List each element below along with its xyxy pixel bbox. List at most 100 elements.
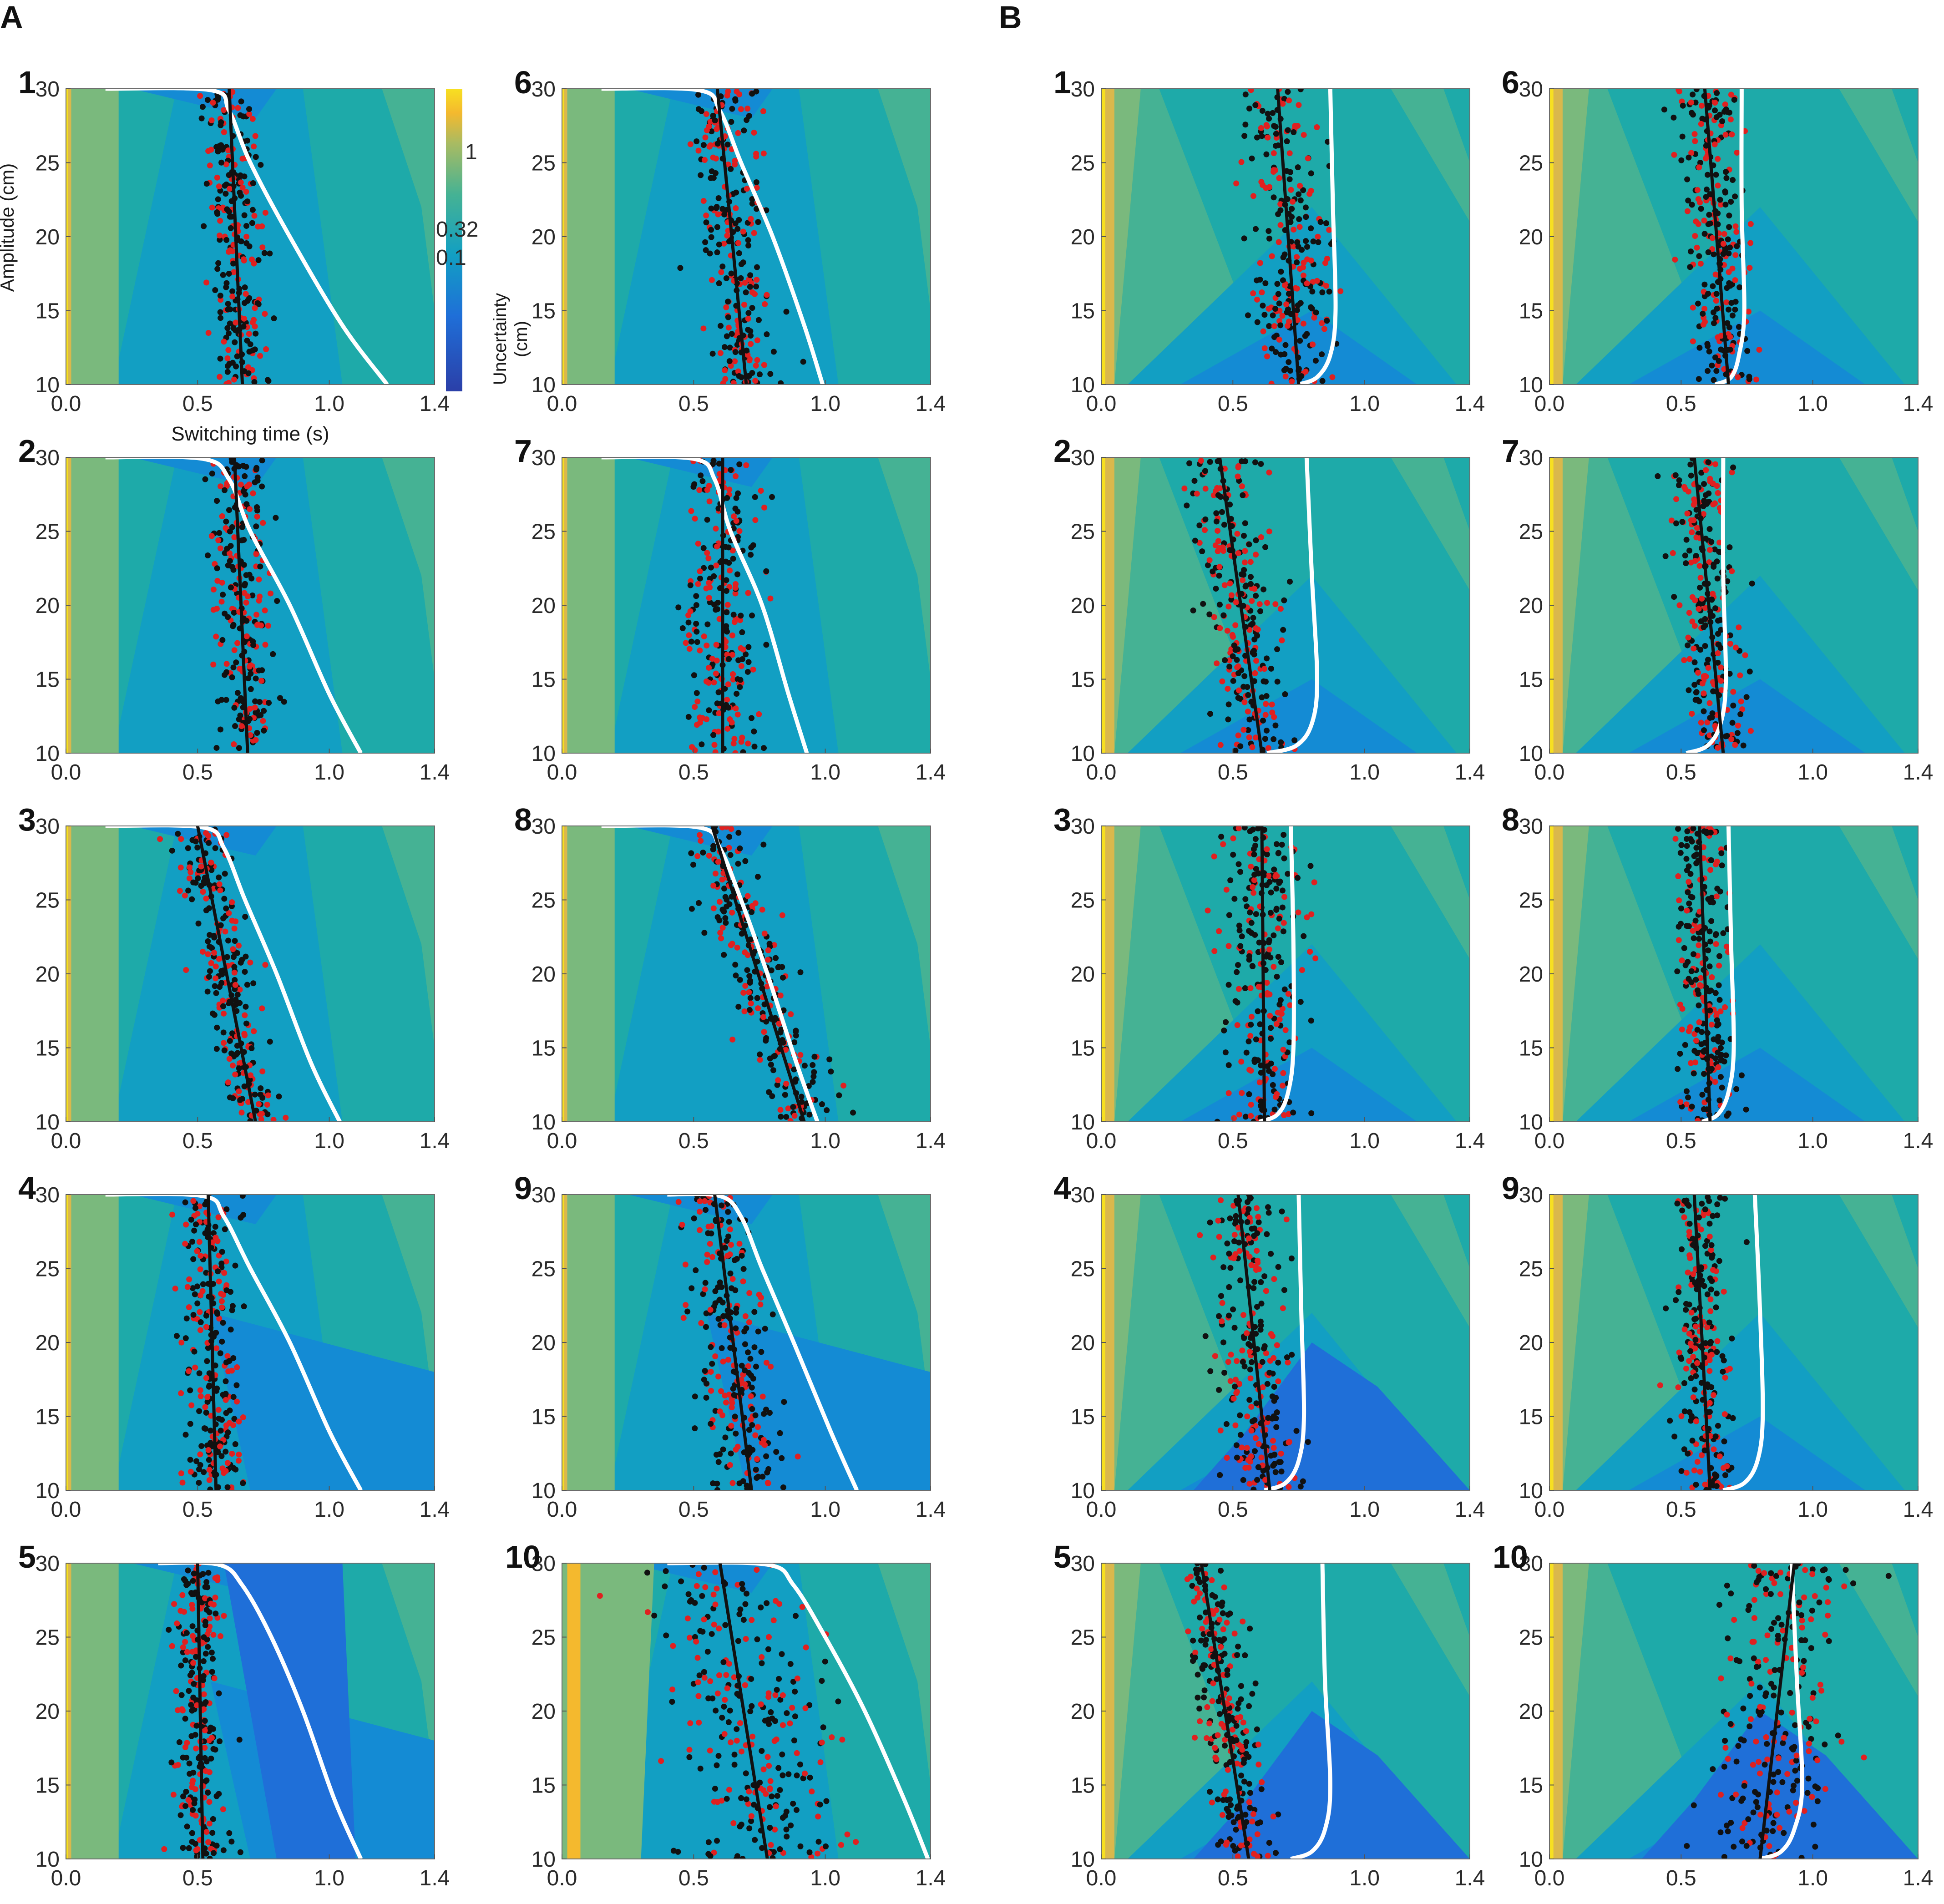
scatter-point-black bbox=[1297, 89, 1304, 92]
scatter-point-black bbox=[745, 243, 752, 249]
scatter-point-black bbox=[724, 1796, 730, 1802]
scatter-point-black bbox=[1271, 1106, 1278, 1113]
x-tick-label: 1.4 bbox=[1455, 1866, 1485, 1890]
scatter-point-black bbox=[189, 1670, 195, 1676]
scatter-point-black bbox=[1253, 866, 1259, 872]
scatter-point-black bbox=[205, 1789, 211, 1796]
scatter-point-red bbox=[1235, 473, 1241, 480]
scatter-point-black bbox=[1726, 306, 1732, 313]
scatter-point-black bbox=[220, 1847, 227, 1853]
scatter-point-red bbox=[182, 892, 188, 899]
scatter-point-black bbox=[738, 275, 744, 281]
scatter-point-red bbox=[1246, 734, 1252, 740]
scatter-point-red bbox=[1208, 1646, 1215, 1652]
scatter-point-black bbox=[711, 602, 718, 608]
scatter-point-red bbox=[201, 1691, 207, 1697]
scatter-point-black bbox=[712, 1408, 719, 1414]
scatter-point-black bbox=[232, 327, 238, 334]
scatter-point-red bbox=[247, 959, 253, 966]
scatter-point-black bbox=[744, 347, 750, 354]
scatter-point-black bbox=[1704, 172, 1711, 178]
plot-area bbox=[1101, 457, 1470, 753]
scatter-point-red bbox=[1304, 280, 1310, 287]
scatter-point-black bbox=[1697, 160, 1703, 166]
scatter-point-red bbox=[202, 1404, 208, 1410]
scatter-point-black bbox=[1207, 1368, 1214, 1374]
scatter-point-black bbox=[753, 179, 759, 186]
scatter-point-black bbox=[1689, 202, 1695, 208]
scatter-point-black bbox=[778, 1114, 784, 1120]
scatter-point-red bbox=[746, 1788, 752, 1795]
scatter-point-red bbox=[183, 967, 189, 973]
scatter-point-black bbox=[1319, 289, 1326, 295]
uncertainty-band bbox=[799, 89, 931, 385]
scatter-point-black bbox=[1209, 1592, 1215, 1598]
scatter-point-red bbox=[1301, 259, 1307, 266]
scatter-point-black bbox=[1726, 213, 1732, 219]
scatter-point-black bbox=[759, 1660, 765, 1666]
y-tick-label: 20 bbox=[35, 962, 60, 987]
scatter-point-black bbox=[701, 930, 708, 936]
scatter-point-black bbox=[259, 457, 265, 464]
scatter-point-black bbox=[1258, 1322, 1264, 1328]
scatter-point-black bbox=[739, 1586, 746, 1592]
scatter-point-red bbox=[795, 1453, 801, 1460]
scatter-point-red bbox=[709, 277, 715, 283]
scatter-point-red bbox=[223, 161, 229, 167]
scatter-point-red bbox=[684, 1615, 691, 1621]
scatter-point-black bbox=[1250, 620, 1256, 627]
scatter-point-black bbox=[243, 953, 249, 960]
scatter-point-black bbox=[1702, 643, 1708, 649]
scatter-point-red bbox=[224, 1460, 231, 1466]
scatter-point-black bbox=[217, 726, 223, 733]
scatter-point-black bbox=[209, 471, 215, 477]
scatter-point-red bbox=[1252, 670, 1258, 676]
scatter-point-black bbox=[1693, 845, 1700, 851]
scatter-point-black bbox=[220, 1320, 226, 1326]
scatter-point-black bbox=[688, 906, 695, 912]
x-tick-label: 1.4 bbox=[916, 760, 946, 785]
scatter-point-black bbox=[1682, 552, 1688, 559]
scatter-point-black bbox=[811, 1069, 817, 1075]
scatter-point-red bbox=[1216, 1616, 1223, 1623]
scatter-point-black bbox=[267, 250, 273, 257]
scatter-point-black bbox=[780, 1814, 786, 1821]
scatter-point-red bbox=[704, 642, 710, 648]
scatter-point-black bbox=[747, 995, 754, 1001]
scatter-point-black bbox=[1686, 687, 1692, 694]
scatter-point-black bbox=[182, 1657, 188, 1664]
scatter-point-red bbox=[1241, 699, 1248, 705]
scatter-point-red bbox=[1239, 1444, 1245, 1451]
y-tick-label: 25 bbox=[1519, 520, 1543, 544]
scatter-point-red bbox=[1266, 528, 1272, 535]
scatter-point-red bbox=[1219, 1812, 1225, 1818]
scatter-point-black bbox=[1671, 114, 1677, 121]
scatter-point-black bbox=[1221, 1742, 1228, 1749]
scatter-point-red bbox=[243, 633, 250, 639]
scatter-point-black bbox=[1701, 708, 1707, 714]
scatter-point-black bbox=[1232, 647, 1239, 653]
scatter-point-black bbox=[1728, 198, 1734, 205]
scatter-point-black bbox=[1724, 578, 1731, 584]
scatter-point-red bbox=[597, 1593, 603, 1599]
scatter-point-black bbox=[751, 744, 758, 750]
scatter-point-black bbox=[714, 1762, 720, 1768]
scatter-point-black bbox=[1713, 172, 1719, 178]
scatter-point-red bbox=[760, 1787, 767, 1793]
scatter-point-black bbox=[1251, 1279, 1258, 1285]
scatter-point-red bbox=[745, 590, 751, 596]
scatter-point-red bbox=[1265, 873, 1271, 879]
uncertainty-band bbox=[1839, 457, 1918, 591]
scatter-point-black bbox=[1196, 1706, 1203, 1712]
scatter-point-red bbox=[724, 602, 731, 608]
x-tick-label: 1.0 bbox=[1349, 1498, 1380, 1522]
scatter-point-black bbox=[1726, 671, 1733, 677]
scatter-point-red bbox=[1228, 592, 1235, 598]
x-tick-label: 0.5 bbox=[182, 392, 213, 416]
scatter-point-red bbox=[703, 111, 709, 117]
scatter-point-black bbox=[739, 1362, 745, 1369]
scatter-point-black bbox=[1294, 239, 1301, 246]
scatter-point-red bbox=[710, 154, 716, 161]
scatter-point-red bbox=[218, 483, 224, 490]
